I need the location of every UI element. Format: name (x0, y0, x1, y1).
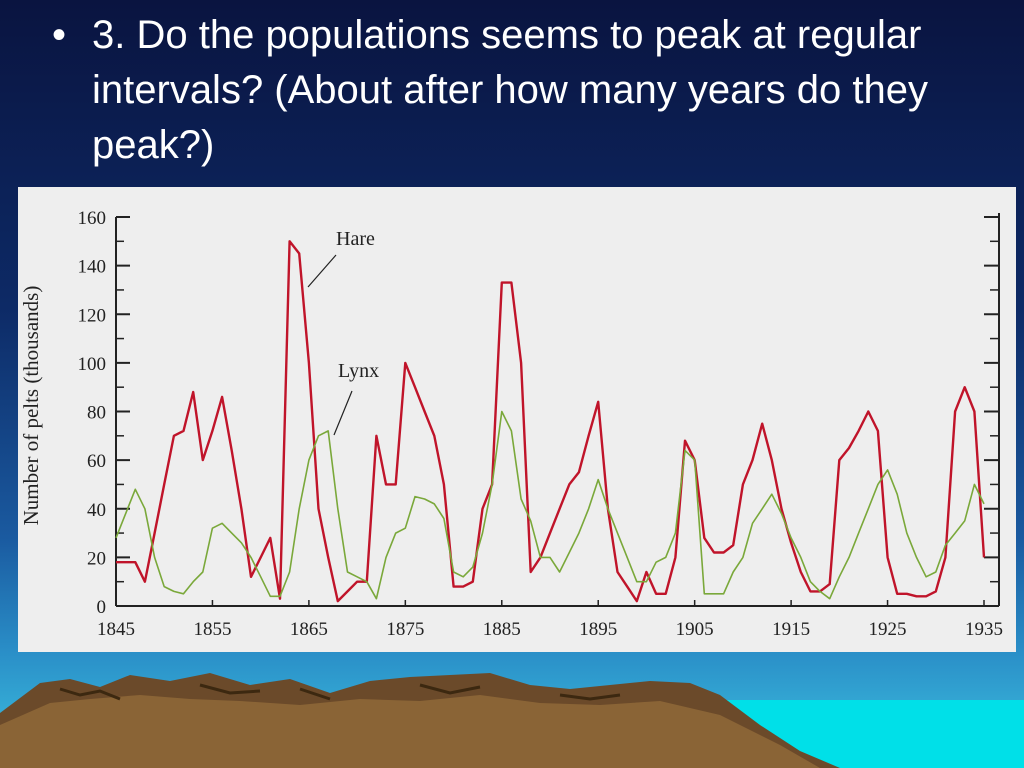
y-tick-label: 0 (97, 597, 107, 618)
bullet-icon: • (52, 13, 67, 57)
chart-panel: 0 20 40 60 80 100 120 140 160 1845 1855 1865 1875 188… (18, 187, 1016, 652)
y-tick-label: 20 (87, 548, 106, 569)
x-tick-label: 1895 (579, 619, 617, 640)
x-tick-label: 1875 (386, 619, 424, 640)
question-text: 3. Do the populations seems to peak at r… (92, 13, 928, 167)
x-tick-label: 1865 (290, 619, 328, 640)
y-tick-label: 40 (87, 500, 106, 521)
series-line-hare (116, 240, 986, 603)
pelts-line-chart: 0 20 40 60 80 100 120 140 160 1845 1855 1865 1875 188… (19, 208, 1003, 640)
annotation-leader-hare (307, 254, 337, 288)
series-line-lynx (115, 410, 985, 600)
y-tick-label: 120 (78, 305, 107, 326)
series-layer (115, 240, 986, 603)
y-tick-label: 160 (78, 208, 107, 229)
x-tick-label: 1935 (965, 619, 1003, 640)
x-tick-label: 1885 (483, 619, 521, 640)
y-tick-label: 60 (87, 451, 106, 472)
y-tick-label: 100 (78, 354, 107, 375)
slide-question: • 3. Do the populations seems to peak at… (52, 8, 992, 173)
y-tick-label: 140 (78, 257, 107, 278)
annotation-lynx: Lynx (338, 360, 379, 382)
x-tick-label: 1905 (676, 619, 714, 640)
x-tick-label: 1855 (193, 619, 231, 640)
chart-axes (115, 213, 1000, 607)
mountain-landscape (0, 673, 1024, 768)
y-axis-label: Number of pelts (thousands) (19, 286, 43, 526)
y-tick-label: 80 (87, 403, 106, 424)
x-tick-label: 1915 (772, 619, 810, 640)
annotation-leader-lynx (333, 390, 353, 436)
annotation-hare: Hare (336, 228, 375, 250)
x-tick-label: 1845 (97, 619, 135, 640)
x-tick-label: 1925 (869, 619, 907, 640)
chart-labels: 0 20 40 60 80 100 120 140 160 1845 1855 1865 1875 188… (19, 208, 1003, 640)
